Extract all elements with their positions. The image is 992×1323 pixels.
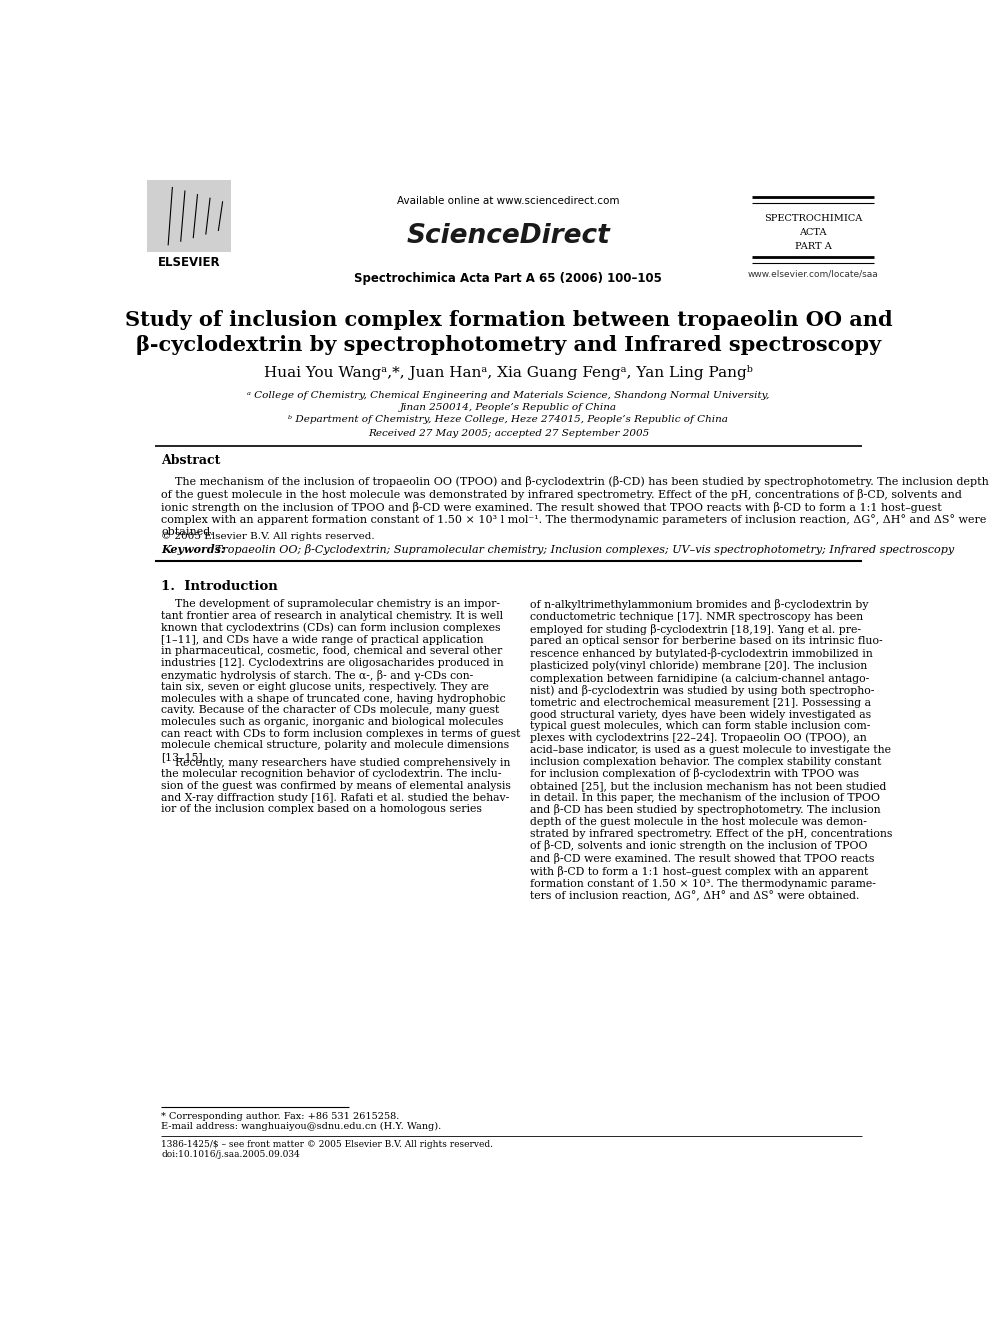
Text: 1386-1425/$ – see front matter © 2005 Elsevier B.V. All rights reserved.: 1386-1425/$ – see front matter © 2005 El… [161,1140,493,1148]
Text: Keywords:: Keywords: [161,545,229,556]
Text: Huai You Wangᵃ,*, Juan Hanᵃ, Xia Guang Fengᵃ, Yan Ling Pangᵇ: Huai You Wangᵃ,*, Juan Hanᵃ, Xia Guang F… [264,365,753,380]
Text: © 2005 Elsevier B.V. All rights reserved.: © 2005 Elsevier B.V. All rights reserved… [161,532,375,541]
Text: Recently, many researchers have studied comprehensively in
the molecular recogni: Recently, many researchers have studied … [161,758,511,814]
Bar [147,180,231,251]
Text: ᵃ College of Chemistry, Chemical Engineering and Materials Science, Shandong Nor: ᵃ College of Chemistry, Chemical Enginee… [247,392,770,401]
Text: ACTA: ACTA [800,228,826,237]
Text: Abstract: Abstract [161,454,220,467]
Text: β-cyclodextrin by spectrophotometry and Infrared spectroscopy: β-cyclodextrin by spectrophotometry and … [136,335,881,355]
Text: ELSEVIER: ELSEVIER [158,255,220,269]
Text: ScienceDirect: ScienceDirect [407,222,610,249]
Text: Study of inclusion complex formation between tropaeolin OO and: Study of inclusion complex formation bet… [125,311,892,331]
Text: SPECTROCHIMICA: SPECTROCHIMICA [764,214,862,224]
Text: PART A: PART A [795,242,831,251]
Text: 1.  Introduction: 1. Introduction [161,579,278,593]
Text: www.elsevier.com/locate/saa: www.elsevier.com/locate/saa [748,270,878,279]
Text: Spectrochimica Acta Part A 65 (2006) 100–105: Spectrochimica Acta Part A 65 (2006) 100… [354,271,663,284]
Text: The development of supramolecular chemistry is an impor-
tant frontier area of r: The development of supramolecular chemis… [161,599,521,762]
Text: doi:10.1016/j.saa.2005.09.034: doi:10.1016/j.saa.2005.09.034 [161,1150,300,1159]
Text: The mechanism of the inclusion of tropaeolin OO (TPOO) and β-cyclodextrin (β-CD): The mechanism of the inclusion of tropae… [161,476,989,537]
Text: Available online at www.sciencedirect.com: Available online at www.sciencedirect.co… [397,196,620,206]
Text: * Corresponding author. Fax: +86 531 2615258.: * Corresponding author. Fax: +86 531 261… [161,1113,400,1121]
Text: of n-alkyltrimethylammonium bromides and β-cyclodextrin by
conductometric techni: of n-alkyltrimethylammonium bromides and… [530,599,893,901]
Text: ᵇ Department of Chemistry, Heze College, Heze 274015, People’s Republic of China: ᵇ Department of Chemistry, Heze College,… [289,415,728,425]
Text: Received 27 May 2005; accepted 27 September 2005: Received 27 May 2005; accepted 27 Septem… [368,429,649,438]
Text: Jinan 250014, People’s Republic of China: Jinan 250014, People’s Republic of China [400,404,617,411]
Text: Tropaeolin OO; β-Cyclodextrin; Supramolecular chemistry; Inclusion complexes; UV: Tropaeolin OO; β-Cyclodextrin; Supramole… [215,545,954,556]
Text: E-mail address: wanghuaiyou@sdnu.edu.cn (H.Y. Wang).: E-mail address: wanghuaiyou@sdnu.edu.cn … [161,1122,441,1131]
